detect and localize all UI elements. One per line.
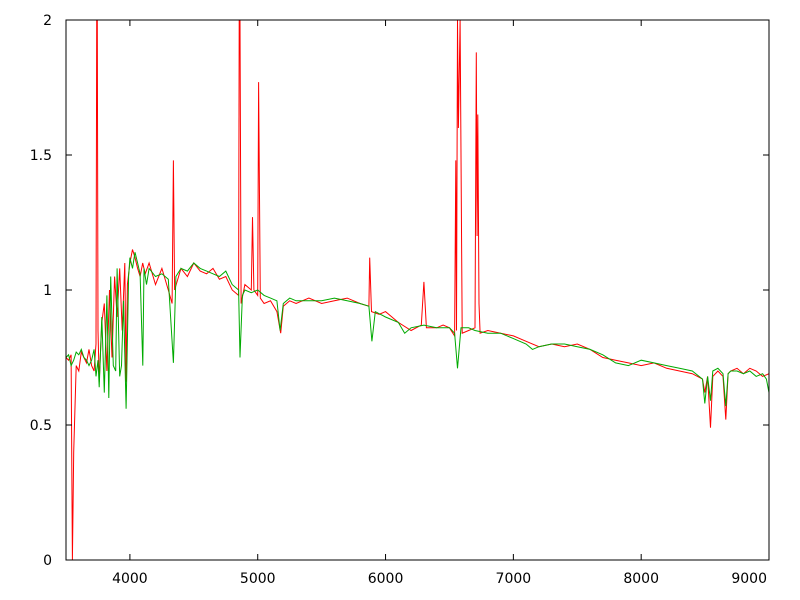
y-tick-label: 0.5	[30, 418, 52, 434]
y-tick-label: 1	[43, 283, 52, 299]
y-tick-label: 2	[43, 13, 52, 29]
x-tick-label: 8000	[623, 571, 659, 587]
x-tick-label: 5000	[240, 571, 276, 587]
series-line-2	[66, 252, 769, 409]
y-tick-label: 0	[43, 553, 52, 569]
x-tick-label: 4000	[112, 571, 148, 587]
x-tick-label: 7000	[496, 571, 532, 587]
x-tick-label: 6000	[368, 571, 404, 587]
x-tick-label: 9000	[731, 571, 767, 587]
y-tick-label: 1.5	[30, 148, 52, 164]
